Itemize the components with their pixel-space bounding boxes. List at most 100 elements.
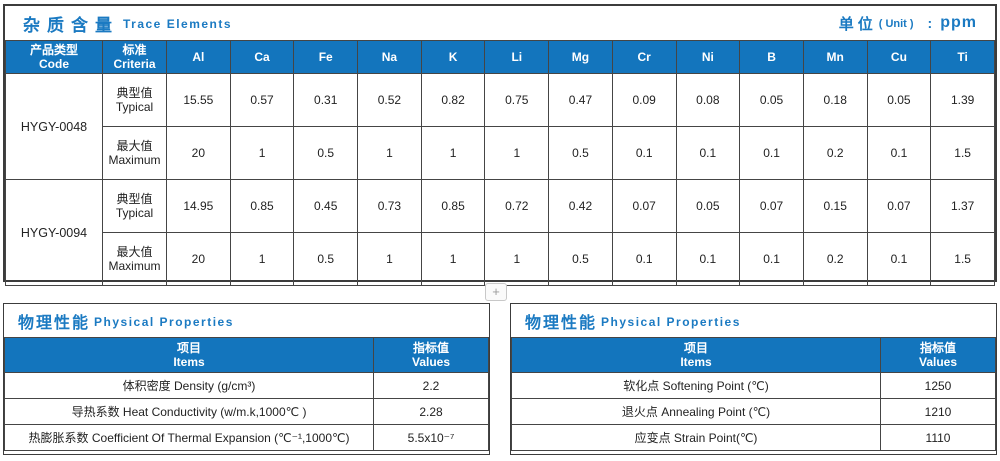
col-header-items: 项目 Items xyxy=(4,337,374,373)
value-cell: 14.95 xyxy=(166,179,231,233)
unit-colon: : xyxy=(927,15,933,31)
table-row: 应变点 Strain Point(℃) 1110 xyxy=(511,424,996,451)
value-cell: 1.37 xyxy=(930,179,995,233)
value-cell: 1 xyxy=(484,232,550,286)
value-cell: 0.07 xyxy=(611,179,677,233)
typical-label-cn: 典型值 xyxy=(116,86,153,100)
values-header-cn: 指标值 xyxy=(919,341,956,355)
col-header-items: 项目 Items xyxy=(511,337,881,373)
property-value: 2.2 xyxy=(373,372,489,399)
col-header-element: B xyxy=(739,40,804,74)
unit-paren: ( Unit ) xyxy=(878,18,914,30)
trace-elements-panel: 杂质含量 Trace Elements 单位 ( Unit ) : ppm 产品… xyxy=(3,4,997,286)
value-cell: 1 xyxy=(229,232,295,286)
value-cell: 0.1 xyxy=(611,232,677,286)
expand-button[interactable]: + xyxy=(485,283,507,301)
col-header-element: Al xyxy=(166,40,231,74)
values-header-en: Values xyxy=(411,355,451,369)
value-cell: 1 xyxy=(484,126,550,180)
criteria-typical-label: 典型值 Typical xyxy=(102,73,167,127)
typical-label-en: Typical xyxy=(115,206,154,220)
table-row: HYGY-0094 典型值 Typical 14.95 0.85 0.45 0.… xyxy=(5,179,995,286)
unit-label: 单位 ( Unit ) : ppm xyxy=(839,13,977,34)
unit-cn: 单位 xyxy=(838,15,877,33)
value-cell: 0.5 xyxy=(548,126,613,180)
col-header-criteria: 标准 Criteria xyxy=(102,40,167,74)
maximum-label-en: Maximum xyxy=(108,153,161,167)
col-header-element: Li xyxy=(484,40,550,74)
col-header-element: Na xyxy=(357,40,422,74)
table-row: HYGY-0048 典型值 Typical 15.55 0.57 0.31 0.… xyxy=(5,73,995,180)
value-cell: 0.5 xyxy=(548,232,613,286)
value-cell: 0.5 xyxy=(293,232,359,286)
values-header-cn: 指标值 xyxy=(412,341,449,355)
value-cell: 0.05 xyxy=(866,73,932,127)
value-cell: 0.75 xyxy=(484,73,550,127)
value-cell: 0.82 xyxy=(420,73,486,127)
value-cell: 1 xyxy=(357,232,422,286)
phys-right-title-bar: 物理性能 Physical Properties xyxy=(511,304,996,337)
maximum-label-cn: 最大值 xyxy=(116,139,153,153)
phys-right-header-row: 项目 Items 指标值 Values xyxy=(511,337,996,373)
table-row: 退火点 Annealing Point (℃) 1210 xyxy=(511,398,996,425)
col-header-element: K xyxy=(420,40,486,74)
value-cell: 0.42 xyxy=(548,179,613,233)
value-cell: 1 xyxy=(229,126,295,180)
maximum-label-en: Maximum xyxy=(108,259,161,273)
table-row: 热膨胀系数 Coefficient Of Thermal Expansion (… xyxy=(4,424,489,451)
property-value: 5.5x10⁻⁷ xyxy=(373,424,489,451)
criteria-maximum-label: 最大值 Maximum xyxy=(102,232,167,286)
value-cell: 0.5 xyxy=(293,126,359,180)
value-cell: 20 xyxy=(166,232,231,286)
trace-title-cn: 杂质含量 xyxy=(23,15,119,35)
value-cell: 0.05 xyxy=(675,179,741,233)
value-cell: 0.2 xyxy=(802,126,868,180)
trace-title-en: Trace Elements xyxy=(123,17,233,31)
property-item: 应变点 Strain Point(℃) xyxy=(511,424,881,451)
items-header-en: Items xyxy=(173,355,205,369)
value-cell: 0.07 xyxy=(866,179,932,233)
value-cell: 0.1 xyxy=(675,232,741,286)
value-cell: 0.1 xyxy=(866,126,932,180)
criteria-maximum-label: 最大值 Maximum xyxy=(102,126,167,180)
col-header-element: Ti xyxy=(930,40,995,74)
phys-right-title-cn: 物理性能 xyxy=(525,314,598,332)
phys-left-title-cn: 物理性能 xyxy=(18,314,91,332)
col-header-values: 指标值 Values xyxy=(880,337,996,373)
unit-value: ppm xyxy=(940,14,977,31)
value-cell: 1 xyxy=(420,126,486,180)
phys-left-header-row: 项目 Items 指标值 Values xyxy=(4,337,489,373)
col-header-code-en: Code xyxy=(39,57,69,71)
value-cell: 0.52 xyxy=(357,73,422,127)
value-cell: 0.15 xyxy=(802,179,868,233)
table-row: 体积密度 Density (g/cm³) 2.2 xyxy=(4,372,489,399)
property-value: 2.28 xyxy=(373,398,489,425)
physical-properties-table-right: 项目 Items 指标值 Values 软化点 Softening Point … xyxy=(511,337,996,451)
value-cell: 0.1 xyxy=(739,232,804,286)
table-row: 最大值 Maximum 20 1 0.5 1 1 1 0.5 0.1 0.1 0… xyxy=(6,126,995,180)
phys-left-title-bar: 物理性能 Physical Properties xyxy=(4,304,489,337)
value-cell: 0.1 xyxy=(866,232,932,286)
value-cell: 1.39 xyxy=(930,73,995,127)
value-cell: 20 xyxy=(166,126,231,180)
value-cell: 0.73 xyxy=(357,179,422,233)
value-cell: 0.18 xyxy=(802,73,868,127)
value-cell: 0.1 xyxy=(739,126,804,180)
property-item: 热膨胀系数 Coefficient Of Thermal Expansion (… xyxy=(4,424,374,451)
value-cell: 0.05 xyxy=(739,73,804,127)
items-header-cn: 项目 xyxy=(176,341,201,355)
value-cell: 0.45 xyxy=(293,179,359,233)
property-item: 体积密度 Density (g/cm³) xyxy=(4,372,374,399)
items-header-cn: 项目 xyxy=(683,341,708,355)
value-cell: 0.72 xyxy=(484,179,550,233)
value-cell: 0.1 xyxy=(675,126,741,180)
value-cell: 0.31 xyxy=(293,73,359,127)
items-header-en: Items xyxy=(680,355,712,369)
col-header-element: Cu xyxy=(866,40,932,74)
property-value: 1210 xyxy=(880,398,996,425)
col-header-values: 指标值 Values xyxy=(373,337,489,373)
value-cell: 0.85 xyxy=(229,179,295,233)
typical-label-en: Typical xyxy=(115,100,154,114)
value-cell: 0.47 xyxy=(548,73,613,127)
